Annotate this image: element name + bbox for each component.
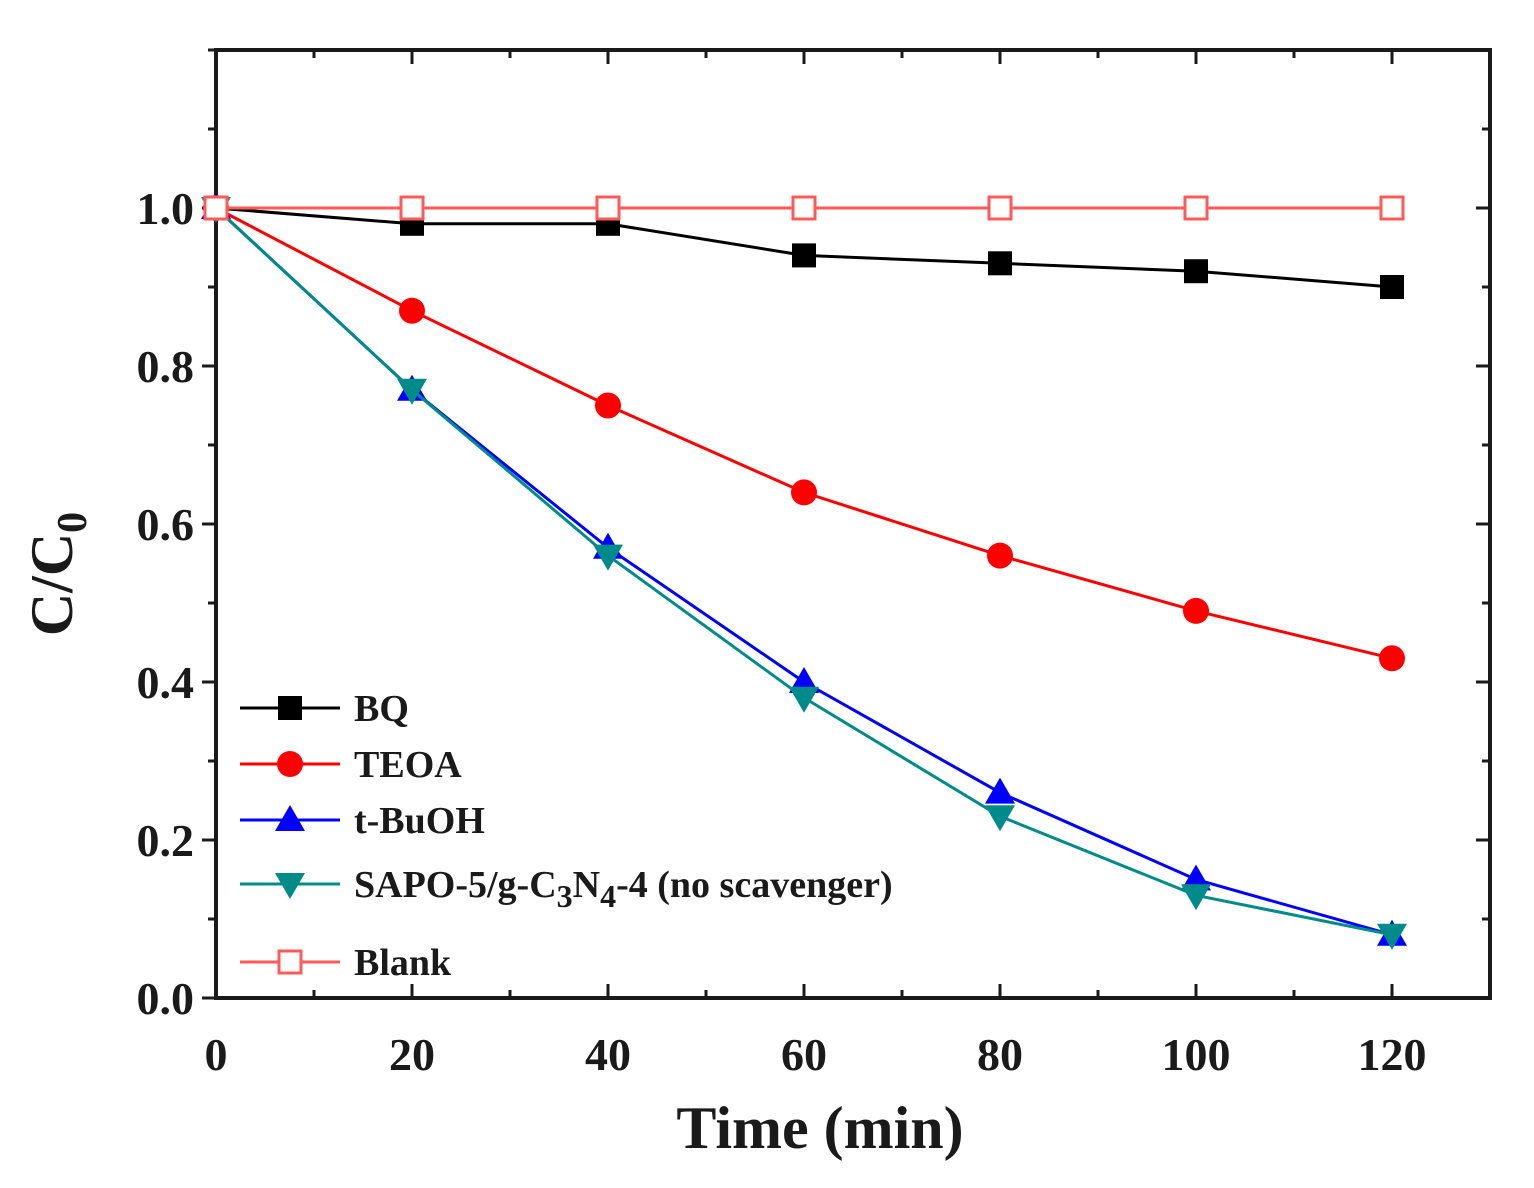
data-point-blank [595,195,621,221]
data-point-blank [399,195,425,221]
data-point-bq [1184,259,1208,284]
data-point-sapo [789,686,819,713]
legend-item-blank: Blank [240,942,452,984]
x-tick-label: 40 [585,1029,631,1080]
legend: BQ TEOA t-BuOH SAPO-5/g-C3N4-4 (no scavenge… [240,688,893,984]
data-point-bq [988,251,1012,276]
y-tick-label: 0.8 [137,341,195,392]
data-point-teoa [1183,597,1209,624]
x-tick-label: 100 [1162,1029,1231,1080]
x-tick-label: 20 [389,1029,435,1080]
series-line-teoa [215,206,1393,660]
data-point-blank [987,195,1013,221]
data-point-sapo [593,544,623,571]
legend-marker-blank [277,949,303,975]
x-tick-label: 0 [205,1029,228,1080]
data-point-teoa [595,392,621,419]
x-tick-label: 60 [781,1029,827,1080]
y-tick-label: 0.2 [137,815,195,866]
series-sapo [201,197,1407,950]
legend-label-sapo: SAPO-5/g-C3N4-4 (no scavenger) [354,864,893,914]
data-point-teoa [1379,645,1405,672]
legend-marker-teoa [277,751,303,777]
y-tick-label: 0.0 [137,973,195,1024]
data-point-sapo [397,378,427,405]
data-point-bq [1380,275,1404,299]
legend-item-bq: BQ [240,688,409,730]
y-tick-label: 0.6 [137,499,195,550]
x-tick-label: 120 [1358,1029,1427,1080]
legend-item-tbuoh: t-BuOH [240,800,485,842]
data-point-sapo [985,805,1015,832]
y-tick-label: 1.0 [137,183,195,234]
data-point-sapo [1181,884,1211,911]
legend-marker-bq [278,696,302,720]
data-point-blank [791,195,817,221]
data-point-blank [1379,195,1405,221]
data-point-blank [203,195,229,221]
legend-label-bq: BQ [354,688,409,730]
legend-marker-sapo [275,873,305,899]
legend-label-tbuoh: t-BuOH [354,800,485,842]
data-point-teoa [399,297,425,324]
data-point-teoa [791,479,817,506]
series-blank [203,195,1405,221]
x-tick-label: 80 [977,1029,1023,1080]
data-point-tbuoh [1181,864,1211,891]
tick-labels: 0 20 40 60 80 100 120 0.0 0.2 0.4 0.6 0.8 1.0 [137,183,1427,1080]
legend-label-blank: Blank [354,942,452,984]
data-point-tbuoh [985,777,1015,804]
y-axis-title-main: C/C [19,533,85,636]
data-point-bq [792,243,816,268]
series-layer [201,193,1407,950]
y-tick-label: 0.4 [137,657,195,708]
legend-item-teoa: TEOA [240,744,462,786]
legend-item-sapo: SAPO-5/g-C3N4-4 (no scavenger) [240,864,893,914]
legend-label-teoa: TEOA [354,744,462,786]
data-point-teoa [987,542,1013,569]
legend-marker-tbuoh [275,805,305,831]
data-point-blank [1183,195,1209,221]
x-axis-title: Time (min) [676,1095,963,1161]
y-axis-title: C/C0 [19,512,96,636]
data-point-tbuoh [789,667,819,693]
data-point-sapo [1377,923,1407,950]
axis-ticks [202,48,1492,1000]
y-axis-title-sub: 0 [50,512,96,533]
plot-frame [214,48,1492,1000]
